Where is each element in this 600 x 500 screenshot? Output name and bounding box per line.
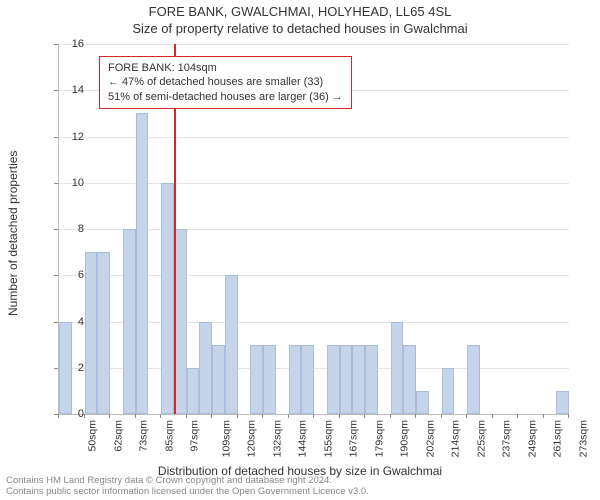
x-tick (492, 414, 493, 418)
annotation-line: FORE BANK: 104sqm (108, 61, 343, 75)
x-tick-label: 237sqm (500, 420, 512, 457)
histogram-bar (403, 345, 416, 414)
x-tick (58, 414, 59, 418)
annotation-line: 51% of semi-detached houses are larger (… (108, 90, 343, 104)
histogram-bar (161, 183, 174, 414)
x-tick-label: 62sqm (112, 420, 124, 452)
histogram-bar (340, 345, 353, 414)
histogram-bar (97, 252, 110, 414)
x-tick (543, 414, 544, 418)
y-tick-label: 6 (56, 269, 84, 281)
histogram-bar (556, 391, 569, 414)
x-tick (135, 414, 136, 418)
x-tick-label: 155sqm (322, 420, 334, 457)
x-tick-label: 85sqm (163, 420, 175, 452)
x-tick (568, 414, 569, 418)
x-tick (160, 414, 161, 418)
y-tick-label: 4 (56, 316, 84, 328)
x-tick (288, 414, 289, 418)
histogram-bar (136, 113, 149, 414)
histogram-bar (327, 345, 340, 414)
y-tick-label: 12 (56, 131, 84, 143)
title-sub: Size of property relative to detached ho… (0, 21, 600, 36)
x-tick (441, 414, 442, 418)
x-tick (415, 414, 416, 418)
histogram-bar (199, 322, 212, 415)
x-tick (211, 414, 212, 418)
histogram-bar (289, 345, 302, 414)
footer-attribution: Contains HM Land Registry data © Crown c… (0, 476, 369, 498)
plot-area: FORE BANK: 104sqm ← 47% of detached hous… (58, 44, 569, 415)
x-tick-label: 50sqm (87, 420, 99, 452)
x-tick-label: 249sqm (526, 420, 538, 457)
histogram-bar (123, 229, 136, 414)
y-tick-label: 10 (56, 177, 84, 189)
x-tick-label: 132sqm (271, 420, 283, 457)
histogram-bar (365, 345, 378, 414)
footer-line: Contains public sector information licen… (6, 487, 369, 498)
y-tick-label: 14 (56, 84, 84, 96)
x-tick (262, 414, 263, 418)
x-tick (339, 414, 340, 418)
x-tick (466, 414, 467, 418)
y-axis-label: Number of detached properties (6, 151, 20, 316)
x-tick-label: 144sqm (296, 420, 308, 457)
histogram-bar (85, 252, 98, 414)
x-tick-label: 120sqm (245, 420, 257, 457)
x-tick (109, 414, 110, 418)
annotation-line: ← 47% of detached houses are smaller (33… (108, 75, 343, 89)
title-main: FORE BANK, GWALCHMAI, HOLYHEAD, LL65 4SL (0, 4, 600, 19)
x-tick-label: 225sqm (475, 420, 487, 457)
x-tick-label: 190sqm (398, 420, 410, 457)
histogram-bar (301, 345, 314, 414)
x-tick (237, 414, 238, 418)
annotation-box: FORE BANK: 104sqm ← 47% of detached hous… (99, 56, 352, 109)
x-tick-label: 261sqm (551, 420, 563, 457)
histogram-bar (225, 275, 238, 414)
histogram-bar (187, 368, 200, 414)
gridline (59, 44, 569, 45)
y-tick-label: 16 (56, 38, 84, 50)
x-tick-label: 214sqm (449, 420, 461, 457)
x-tick (364, 414, 365, 418)
histogram-bar (442, 368, 455, 414)
histogram-bar (250, 345, 263, 414)
x-tick-label: 179sqm (373, 420, 385, 457)
x-tick (84, 414, 85, 418)
x-tick-label: 97sqm (189, 420, 201, 452)
x-tick-label: 109sqm (220, 420, 232, 457)
histogram-bar (416, 391, 429, 414)
y-tick-label: 2 (56, 362, 84, 374)
x-tick (313, 414, 314, 418)
histogram-bar (352, 345, 365, 414)
x-tick-label: 73sqm (138, 420, 150, 452)
x-tick (517, 414, 518, 418)
x-tick (186, 414, 187, 418)
x-tick (390, 414, 391, 418)
histogram-bar (467, 345, 480, 414)
histogram-bar (212, 345, 225, 414)
x-tick-label: 167sqm (347, 420, 359, 457)
titles-block: FORE BANK, GWALCHMAI, HOLYHEAD, LL65 4SL… (0, 4, 600, 36)
histogram-bar (263, 345, 276, 414)
histogram-bar (391, 322, 404, 415)
y-tick-label: 0 (56, 408, 84, 420)
y-tick-label: 8 (56, 223, 84, 235)
x-tick-label: 202sqm (424, 420, 436, 457)
x-tick-label: 273sqm (577, 420, 589, 457)
